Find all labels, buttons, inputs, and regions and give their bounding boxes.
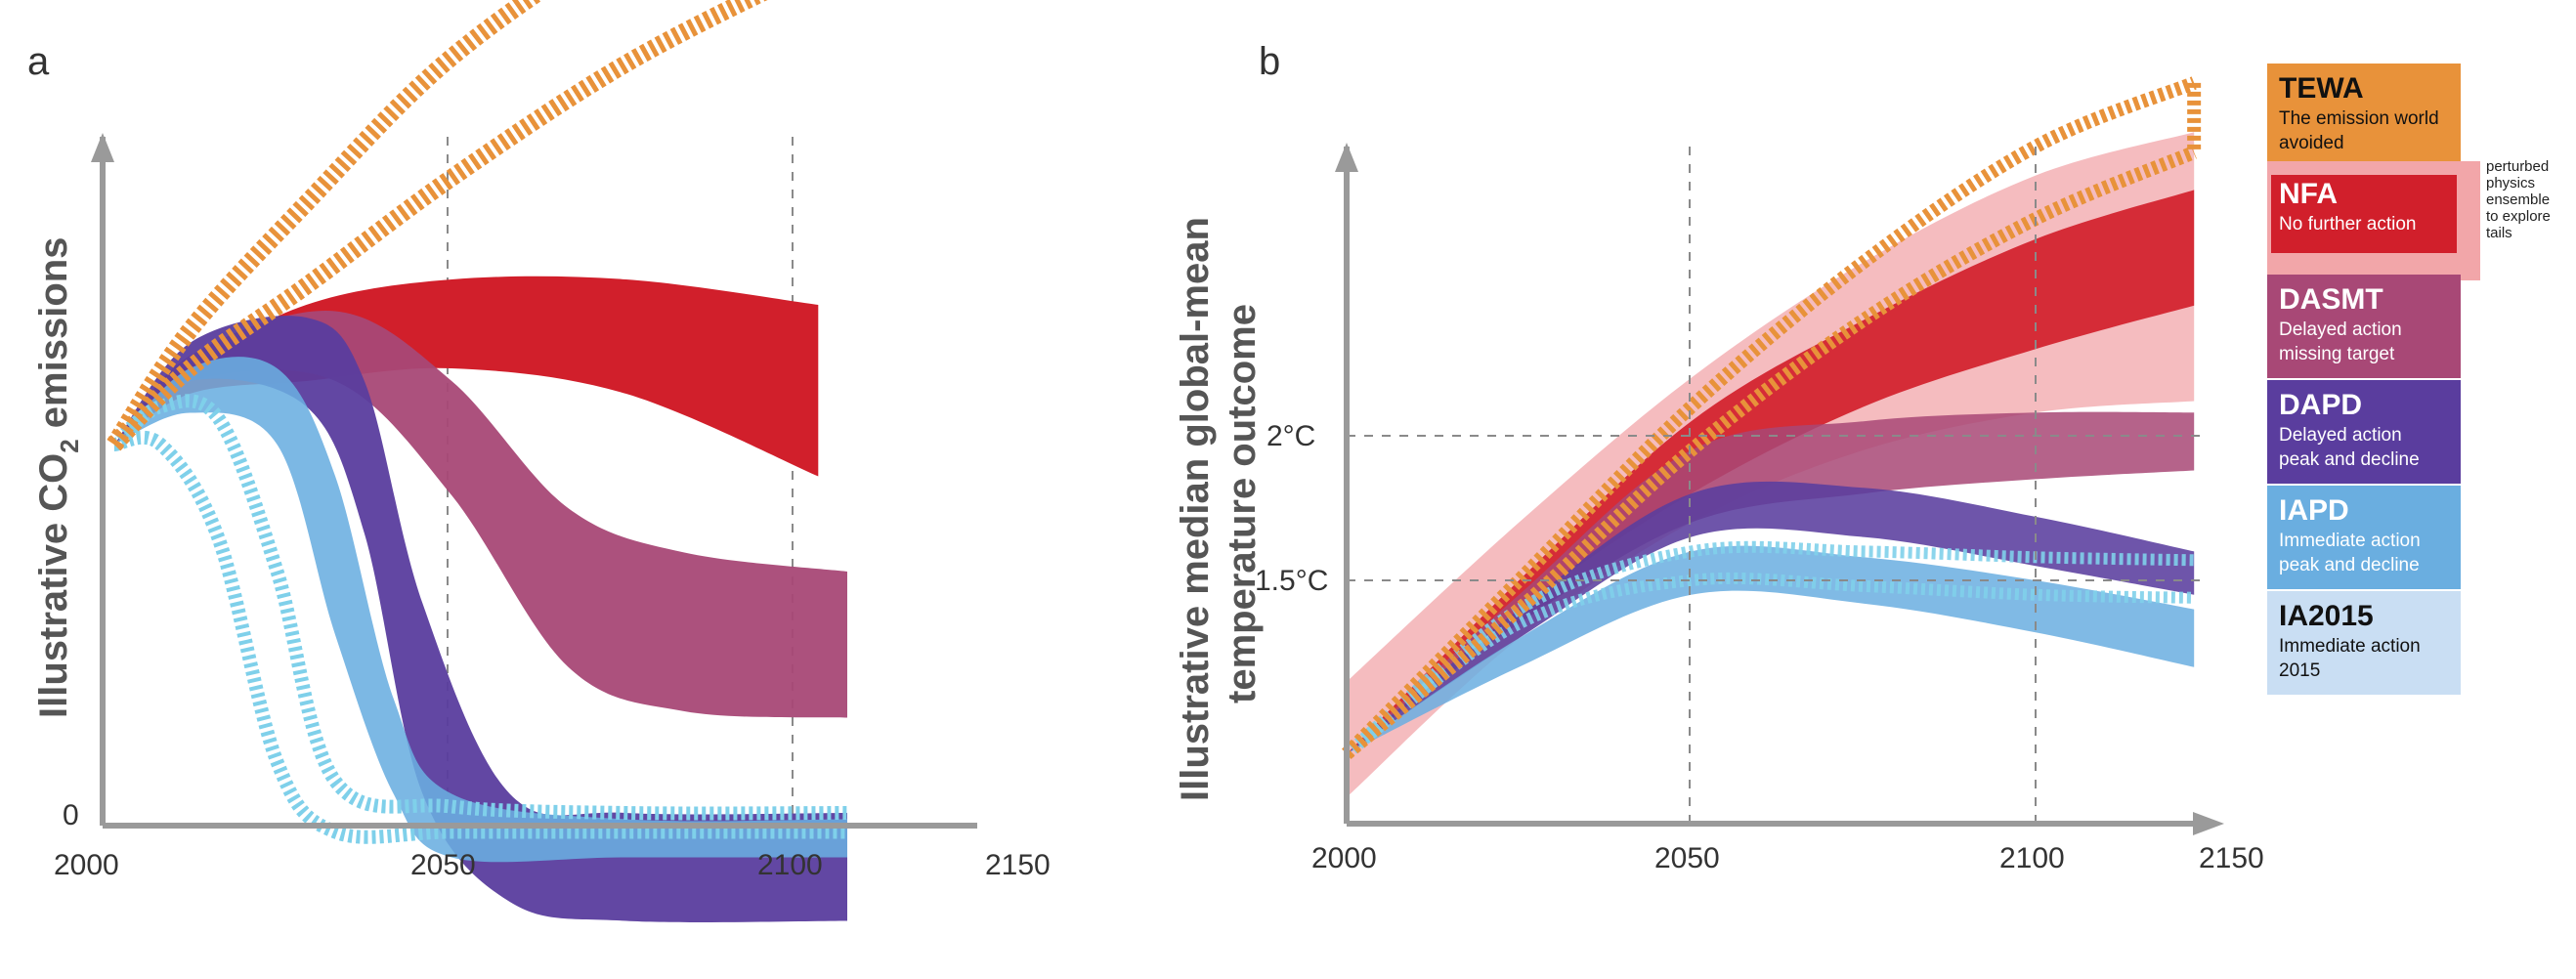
- band-tewa-b-lower: [1342, 146, 2197, 759]
- legend-note-line: to explore: [2486, 208, 2551, 225]
- legend-swatch-ia2015: [2267, 591, 2461, 695]
- legend-swatch-iapd: [2267, 486, 2461, 589]
- ref-label-2c: 2°C: [1267, 420, 1315, 452]
- legend-desc-tewa: avoided: [2279, 133, 2344, 153]
- legend-desc-tewa: The emission world: [2279, 108, 2439, 129]
- legend-title-iapd: IAPD: [2279, 494, 2349, 527]
- band-iapd-b: [1347, 545, 2195, 754]
- legend-item-tewa: TEWA The emission world avoided: [2267, 64, 2461, 167]
- legend: TEWA The emission world avoided NFA No furth…: [2267, 64, 2551, 695]
- x-tick-b-2100: 2100: [1999, 842, 2065, 874]
- band-nfa-b: [1347, 190, 2195, 754]
- x-tick-a-2150: 2150: [985, 849, 1051, 881]
- legend-title-ia2015: IA2015: [2279, 600, 2374, 632]
- legend-item-dapd: DAPD Delayed action peak and decline: [2267, 380, 2461, 484]
- legend-desc-dasmt: Delayed action: [2279, 319, 2402, 340]
- band-ia2015-a-lower: [112, 430, 847, 844]
- x-tick-b-2050: 2050: [1654, 842, 1720, 874]
- legend-title-nfa: NFA: [2279, 178, 2338, 210]
- legend-desc-ia2015: Immediate action: [2279, 636, 2421, 657]
- x-tick-a-2000: 2000: [54, 849, 119, 881]
- legend-item-dasmt: DASMT Delayed action missing target: [2267, 275, 2461, 378]
- y-axis-arrow-a: [91, 133, 114, 162]
- band-dasmt-a: [113, 311, 847, 718]
- band-ia2015-b-upper: [1343, 540, 2195, 759]
- x-tick-b-2150: 2150: [2199, 842, 2264, 874]
- band-tewa-b-upper: [1342, 76, 2197, 759]
- legend-desc-iapd: peak and decline: [2279, 555, 2420, 575]
- legend-title-tewa: TEWA: [2279, 72, 2364, 105]
- legend-desc-dapd: peak and decline: [2279, 449, 2420, 470]
- bands-b: [1342, 76, 2202, 797]
- ref-label-1-5c: 1.5°C: [1255, 565, 1328, 597]
- y-axis-label-b-line1: Illustrative median global-mean: [1174, 217, 1217, 801]
- panel-letter-b: b: [1259, 40, 1280, 83]
- panel-a: a 0 2000 2050 2100 2150 Illustrative CO2…: [27, 0, 1051, 922]
- legend-desc-nfa: No further action: [2279, 214, 2416, 234]
- bands-a: [107, 0, 848, 922]
- legend-swatch-tewa: [2267, 64, 2461, 167]
- band-ia2015-a-upper: [109, 394, 848, 821]
- legend-note-line: physics: [2486, 175, 2535, 192]
- legend-desc-ia2015: 2015: [2279, 660, 2320, 681]
- x-tick-a-2050: 2050: [410, 849, 476, 881]
- legend-item-nfa: NFA No further action: [2267, 161, 2480, 280]
- legend-swatch-dapd: [2267, 380, 2461, 484]
- legend-item-ia2015: IA2015 Immediate action 2015: [2267, 591, 2461, 695]
- legend-desc-dapd: Delayed action: [2279, 425, 2402, 446]
- y-axis-arrow-b: [1335, 143, 1358, 172]
- legend-note-line: ensemble: [2486, 192, 2550, 208]
- legend-title-dasmt: DASMT: [2279, 283, 2383, 316]
- legend-item-iapd: IAPD Immediate action peak and decline: [2267, 486, 2461, 589]
- band-dasmt-b: [1347, 411, 2195, 754]
- y-axis-label-a: Illustrative CO2 emissions: [32, 237, 84, 718]
- legend-swatch-dasmt: [2267, 275, 2461, 378]
- panel-letter-a: a: [27, 40, 50, 83]
- legend-note-line: tails: [2486, 225, 2512, 241]
- x-axis-arrow-b: [2193, 812, 2224, 835]
- legend-title-dapd: DAPD: [2279, 389, 2362, 421]
- legend-note-line: perturbed: [2486, 158, 2549, 175]
- legend-desc-dasmt: missing target: [2279, 344, 2395, 364]
- x-tick-b-2000: 2000: [1311, 842, 1377, 874]
- legend-desc-iapd: Immediate action: [2279, 531, 2421, 551]
- zero-label-a: 0: [63, 799, 79, 831]
- band-iapd-a: [113, 357, 847, 863]
- x-tick-a-2100: 2100: [757, 849, 823, 881]
- y-axis-label-b-line2: temperature outcome: [1221, 304, 1264, 703]
- legend-swatch-nfa: [2271, 175, 2457, 253]
- band-tewa-a-lower: [107, 0, 768, 451]
- panel-b: b 2°C 1.5°C 2000 2050 2100 2150 Illustra…: [1174, 40, 2264, 874]
